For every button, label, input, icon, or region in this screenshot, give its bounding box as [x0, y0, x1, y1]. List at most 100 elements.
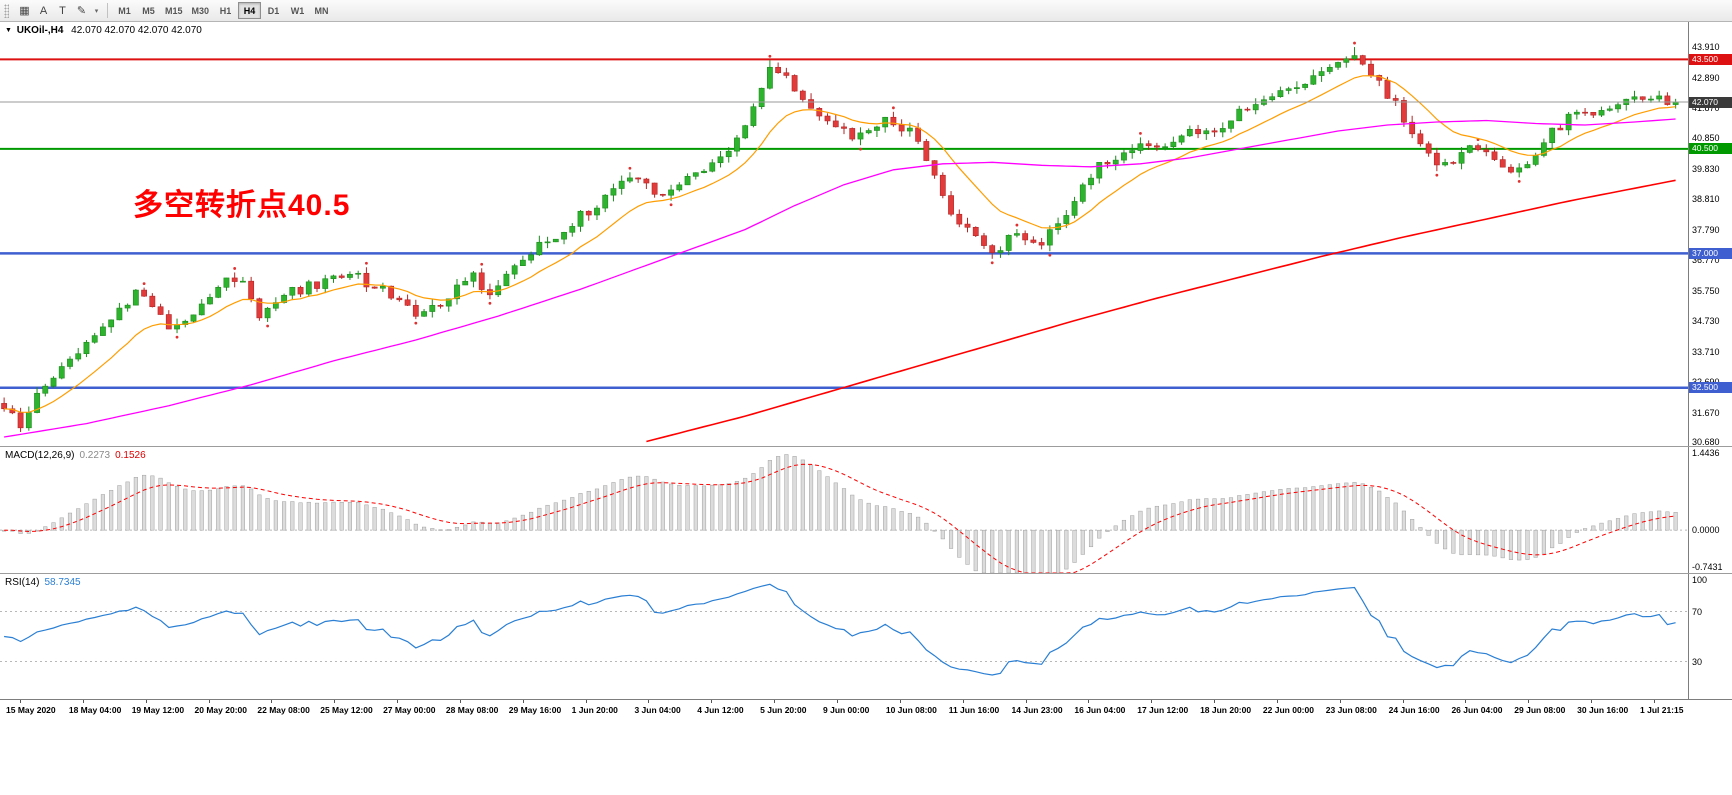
time-axis-label: 29 May 16:00	[508, 705, 562, 715]
macd-signal-value: 0.1526	[115, 450, 146, 461]
rsi-title: RSI(14) 58.7345	[5, 577, 81, 588]
timeframe-button-h1[interactable]: H1	[214, 2, 237, 19]
price-axis-label: 36.770	[1692, 255, 1720, 266]
time-axis-label: 18 Jun 20:00	[1200, 705, 1252, 715]
macd-plot[interactable]: MACD(12,26,9) 0.2273 0.1526	[0, 447, 1688, 573]
timeframe-buttons: M1 M5 M15 M30 H1 H4 D1 W1 MN	[113, 2, 333, 19]
toolbar-grip[interactable]	[4, 3, 9, 18]
time-axis-label: 19 May 12:00	[131, 705, 185, 715]
time-axis-label: 22 Jun 00:00	[1262, 705, 1314, 715]
time-axis-tick	[397, 700, 399, 703]
price-axis-label: 34.730	[1692, 316, 1720, 327]
rsi-value: 58.7345	[44, 577, 81, 588]
time-axis-label: 28 May 08:00	[445, 705, 499, 715]
arrow-tool-icon[interactable]: A	[34, 2, 53, 20]
time-axis-tick	[1654, 700, 1655, 703]
time-axis-label: 17 Jun 12:00	[1137, 705, 1189, 715]
time-axis-label: 23 Jun 08:00	[1325, 705, 1377, 715]
time-axis-label: 30 Jun 16:00	[1577, 705, 1629, 715]
rsi-chart-canvas[interactable]	[0, 574, 1688, 699]
time-axis-tick	[1339, 700, 1341, 703]
time-axis-label: 10 Jun 08:00	[885, 705, 937, 715]
time-axis-label: 15 May 2020	[6, 705, 56, 715]
macd-chart-canvas[interactable]	[0, 447, 1688, 573]
time-axis-tick	[459, 700, 461, 703]
time-axis[interactable]: 15 May 2020 18 May 04:00 19 May 12:00 20 Ma…	[0, 699, 1732, 721]
time-axis-tick	[1276, 700, 1278, 703]
time-axis-tick	[208, 700, 210, 703]
toolbar-separator	[107, 3, 108, 18]
price-axis-label: 30.680	[1692, 437, 1720, 448]
timeframe-button-m15[interactable]: M15	[161, 2, 187, 19]
chart-title: ▼ UKOil-,H4 42.070 42.070 42.070 42.070	[5, 25, 202, 36]
time-axis-tick	[1402, 700, 1404, 703]
time-axis-tick	[774, 700, 776, 703]
time-axis-label: 14 Jun 23:00	[1011, 705, 1063, 715]
rsi-axis[interactable]: 100 70 30	[1688, 574, 1732, 699]
time-axis-tick	[522, 700, 524, 703]
rsi-axis-label: 30	[1692, 656, 1703, 667]
timeframe-button-d1[interactable]: D1	[262, 2, 285, 19]
time-axis-label: 29 Jun 08:00	[1514, 705, 1566, 715]
price-panel: ▼ UKOil-,H4 42.070 42.070 42.070 42.070 …	[0, 22, 1732, 448]
macd-title: MACD(12,26,9) 0.2273 0.1526	[5, 450, 146, 461]
time-axis-label: 20 May 20:00	[194, 705, 247, 715]
timeframe-button-h4[interactable]: H4	[238, 2, 262, 19]
chart-ohlc-values: 42.070 42.070 42.070 42.070	[71, 25, 202, 36]
time-axis-label: 24 Jun 16:00	[1388, 705, 1440, 715]
level-price-badge: 43.500	[1689, 53, 1732, 65]
time-axis-label: 26 Jun 04:00	[1451, 705, 1503, 715]
time-axis-tick	[1528, 700, 1530, 703]
draw-tools-caret-icon[interactable]: ▾	[91, 2, 102, 20]
timeframe-button-mn[interactable]: MN	[310, 2, 333, 19]
toolbar-icons: ▦ A T ✎ ▾	[15, 2, 102, 20]
macd-panel: MACD(12,26,9) 0.2273 0.1526 1.4436 0.0000 -0…	[0, 446, 1732, 573]
rsi-panel: RSI(14) 58.7345 100 70 30	[0, 573, 1732, 699]
time-axis-label: 4 Jun 12:00	[697, 705, 744, 715]
price-axis-label: 38.810	[1692, 194, 1720, 205]
macd-axis[interactable]: 1.4436 0.0000 -0.7431	[1688, 447, 1732, 573]
timeframe-button-m1[interactable]: M1	[113, 2, 136, 19]
draw-tools-icon[interactable]: ✎	[72, 2, 91, 20]
price-axis-label: 43.910	[1692, 42, 1720, 53]
time-axis-label: 11 Jun 16:00	[948, 705, 1000, 715]
time-axis-label: 22 May 08:00	[257, 705, 310, 715]
time-axis-label: 25 May 12:00	[320, 705, 373, 715]
chart-window-icon[interactable]: ▦	[15, 2, 34, 20]
price-axis[interactable]: 43.910 42.890 41.870 40.850 39.830 38.810 37.7…	[1688, 22, 1732, 448]
time-axis-tick	[145, 700, 147, 703]
chart-symbol-timeframe: UKOil-,H4	[16, 25, 64, 36]
time-axis-tick	[837, 700, 838, 703]
macd-axis-label: -0.7431	[1692, 562, 1723, 572]
time-axis-label: 9 Jun 00:00	[823, 705, 870, 715]
macd-label: MACD(12,26,9)	[5, 450, 75, 461]
annotation-text: 多空转折点40.5	[133, 189, 351, 222]
price-chart-canvas[interactable]	[0, 22, 1688, 446]
price-axis-label: 32.690	[1692, 377, 1720, 387]
text-tool-icon[interactable]: T	[53, 2, 72, 20]
time-axis-label: 1 Jun 20:00	[571, 705, 618, 715]
level-price-badge: 40.500	[1689, 143, 1732, 155]
time-axis-tick	[1591, 700, 1593, 703]
timeframe-button-w1[interactable]: W1	[286, 2, 309, 19]
rsi-plot[interactable]: RSI(14) 58.7345	[0, 574, 1688, 699]
rsi-axis-label: 70	[1692, 606, 1703, 617]
time-axis-label: 18 May 04:00	[68, 705, 122, 715]
time-axis-tick	[711, 700, 713, 703]
price-axis-label: 39.830	[1692, 163, 1720, 174]
time-axis-tick	[962, 700, 964, 703]
price-axis-label: 31.670	[1692, 407, 1720, 418]
rsi-axis-label: 100	[1692, 575, 1708, 585]
time-axis-tick	[1088, 700, 1090, 703]
price-plot[interactable]: ▼ UKOil-,H4 42.070 42.070 42.070 42.070 …	[0, 22, 1688, 446]
level-price-badge: 32.500	[1689, 382, 1732, 394]
timeframe-button-m5[interactable]: M5	[137, 2, 160, 19]
macd-axis-label: 0.0000	[1692, 525, 1720, 536]
collapse-icon[interactable]: ▼	[5, 27, 12, 34]
time-axis-tick	[1025, 700, 1027, 703]
time-axis-tick	[334, 700, 336, 703]
time-axis-tick	[1465, 700, 1467, 703]
current-price-badge: 42.070	[1689, 96, 1732, 108]
price-axis-label: 41.870	[1692, 102, 1720, 113]
timeframe-button-m30[interactable]: M30	[188, 2, 214, 19]
